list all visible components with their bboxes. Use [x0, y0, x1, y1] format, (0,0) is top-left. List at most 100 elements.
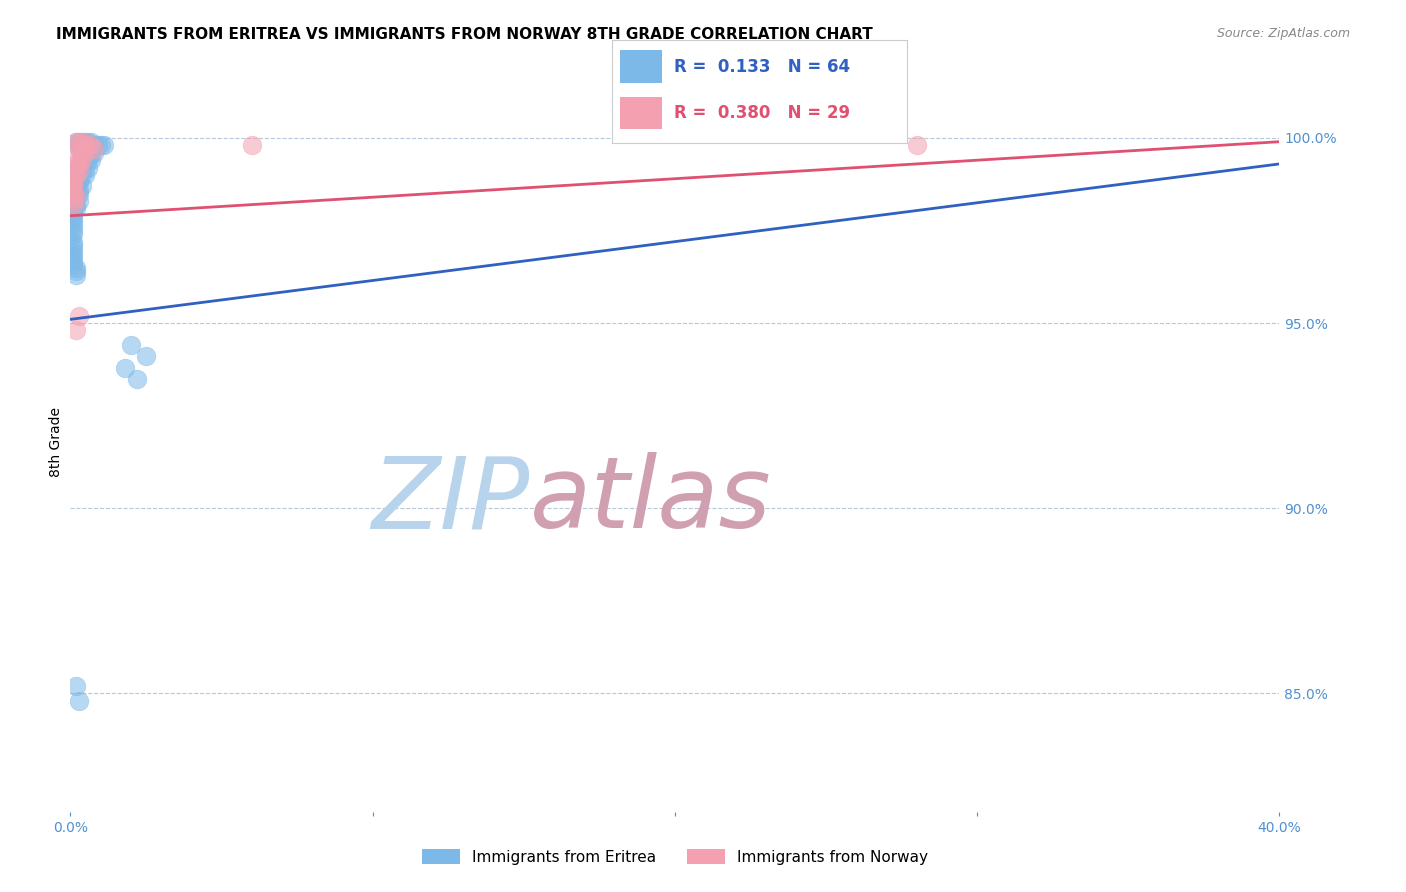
Point — [72, 145, 94, 160]
Point — [75, 149, 97, 163]
Point — [72, 157, 94, 171]
Point — [83, 138, 105, 153]
Point — [62, 212, 84, 227]
Point — [65, 190, 87, 204]
Point — [62, 194, 84, 208]
Point — [72, 168, 94, 182]
Point — [62, 223, 84, 237]
Point — [62, 175, 84, 189]
Point — [83, 142, 105, 156]
Text: R =  0.133   N = 64: R = 0.133 N = 64 — [673, 58, 849, 76]
Point — [62, 249, 84, 263]
Point — [62, 209, 84, 223]
Point — [65, 323, 87, 337]
Point — [67, 142, 90, 156]
Point — [65, 190, 87, 204]
Point — [65, 268, 87, 282]
Point — [83, 145, 105, 160]
Point — [65, 171, 87, 186]
Point — [62, 235, 84, 249]
Point — [77, 138, 100, 153]
Point — [65, 161, 87, 175]
Point — [62, 197, 84, 211]
Point — [67, 309, 90, 323]
Point — [62, 186, 84, 201]
Point — [75, 135, 97, 149]
Point — [72, 135, 94, 149]
Point — [67, 171, 90, 186]
Point — [90, 138, 111, 153]
Point — [93, 138, 115, 153]
Point — [72, 179, 94, 194]
Point — [67, 194, 90, 208]
Point — [62, 171, 84, 186]
Point — [67, 157, 90, 171]
Text: ZIP: ZIP — [371, 452, 530, 549]
Text: R =  0.380   N = 29: R = 0.380 N = 29 — [673, 104, 849, 122]
Point — [80, 135, 103, 149]
Text: atlas: atlas — [530, 452, 772, 549]
Point — [80, 153, 103, 168]
Legend: Immigrants from Eritrea, Immigrants from Norway: Immigrants from Eritrea, Immigrants from… — [416, 843, 934, 871]
Point — [72, 153, 94, 168]
Point — [67, 135, 90, 149]
Text: Source: ZipAtlas.com: Source: ZipAtlas.com — [1216, 27, 1350, 40]
Point — [62, 179, 84, 194]
Point — [67, 164, 90, 178]
Point — [62, 245, 84, 260]
Point — [62, 216, 84, 230]
Point — [65, 168, 87, 182]
Point — [67, 186, 90, 201]
Point — [65, 135, 87, 149]
Point — [67, 175, 90, 189]
Point — [65, 202, 87, 216]
Point — [65, 179, 87, 194]
Bar — [620, 96, 662, 129]
Point — [120, 338, 142, 352]
Point — [67, 142, 90, 156]
Point — [905, 138, 928, 153]
Point — [65, 264, 87, 278]
Point — [72, 149, 94, 163]
Point — [65, 260, 87, 275]
Point — [86, 138, 108, 153]
Point — [75, 168, 97, 182]
Point — [67, 183, 90, 197]
Point — [67, 164, 90, 178]
Point — [240, 138, 263, 153]
Point — [75, 142, 97, 156]
Point — [72, 142, 94, 156]
Point — [80, 145, 103, 160]
Point — [67, 693, 90, 707]
Point — [75, 145, 97, 160]
Bar — [620, 50, 662, 83]
Point — [62, 253, 84, 268]
Y-axis label: 8th Grade: 8th Grade — [49, 407, 63, 476]
Point — [65, 679, 87, 693]
Point — [62, 238, 84, 252]
Point — [135, 350, 157, 364]
Point — [77, 153, 100, 168]
Point — [65, 164, 87, 178]
Point — [62, 219, 84, 234]
Point — [65, 183, 87, 197]
Point — [75, 138, 97, 153]
Point — [62, 227, 84, 242]
Point — [77, 135, 100, 149]
Point — [65, 135, 87, 149]
Point — [62, 205, 84, 219]
Point — [114, 360, 136, 375]
Point — [67, 135, 90, 149]
Point — [72, 135, 94, 149]
Point — [62, 183, 84, 197]
Point — [77, 161, 100, 175]
Point — [62, 257, 84, 271]
Point — [75, 161, 97, 175]
Point — [65, 197, 87, 211]
Point — [67, 149, 90, 163]
Point — [125, 371, 148, 385]
Point — [65, 175, 87, 189]
Point — [80, 138, 103, 153]
Text: IMMIGRANTS FROM ERITREA VS IMMIGRANTS FROM NORWAY 8TH GRADE CORRELATION CHART: IMMIGRANTS FROM ERITREA VS IMMIGRANTS FR… — [56, 27, 873, 42]
Point — [62, 242, 84, 256]
